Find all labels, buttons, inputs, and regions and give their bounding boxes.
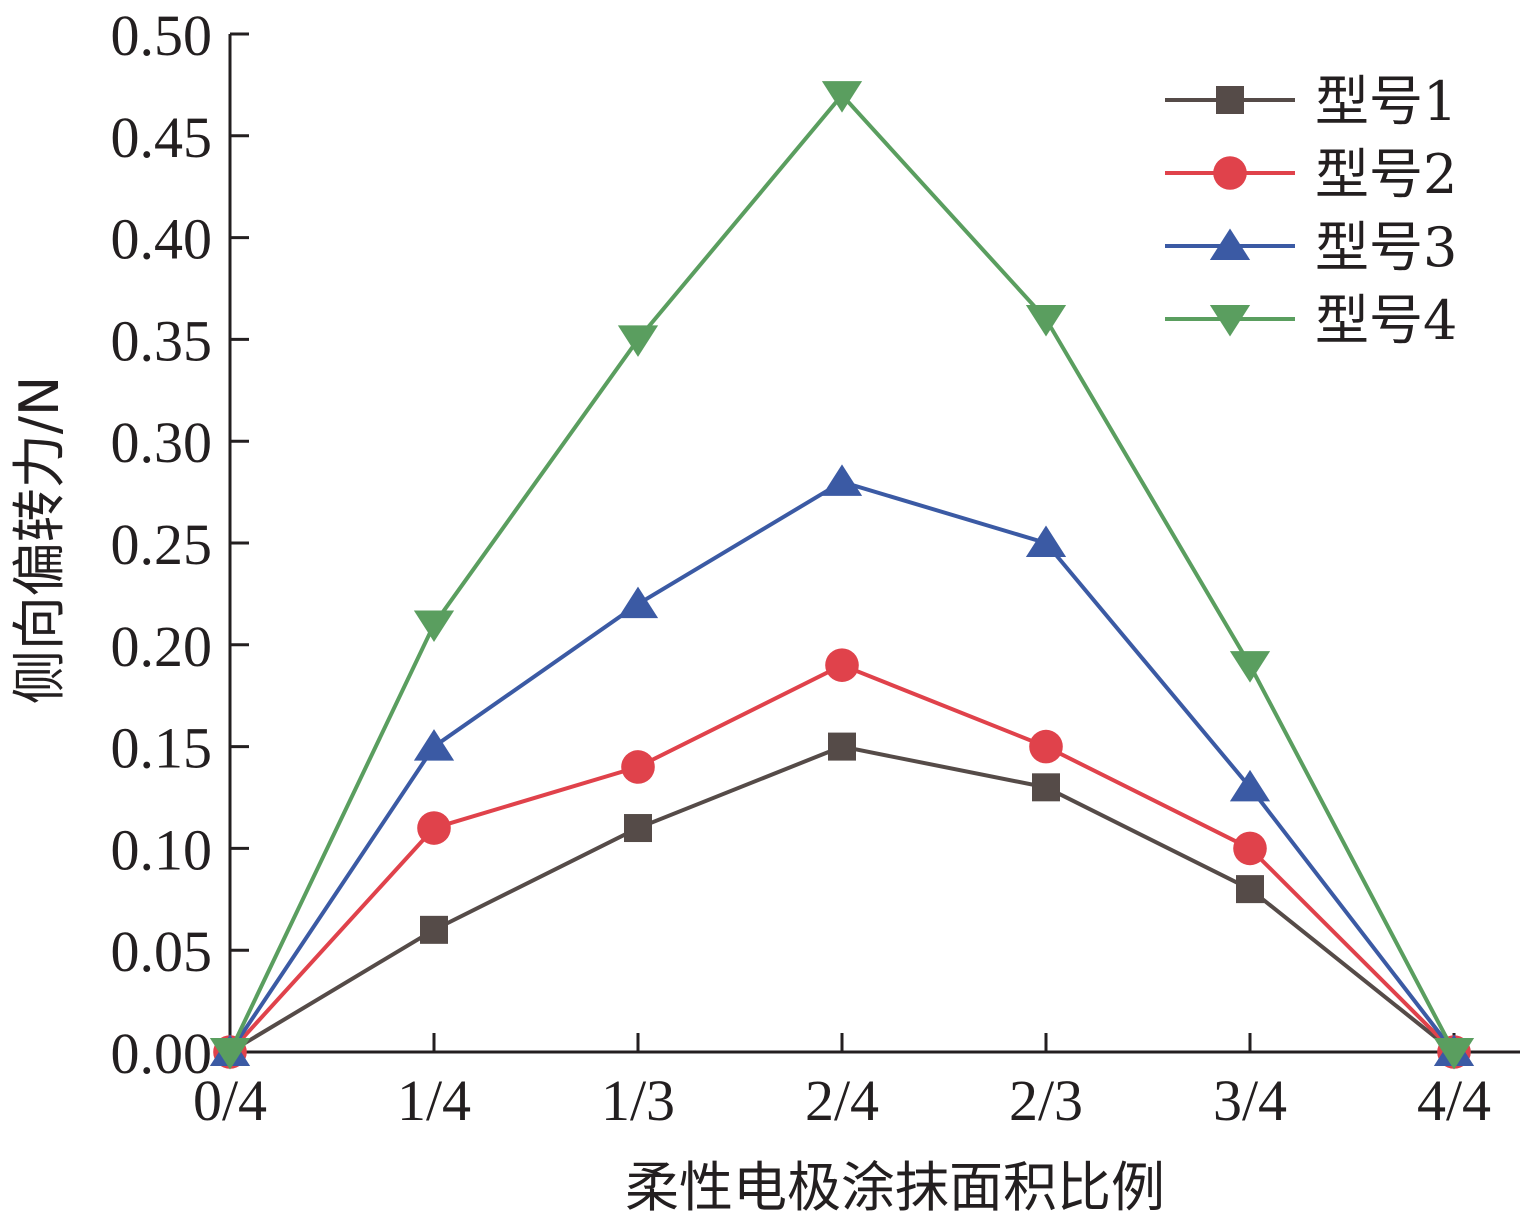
x-tick-label: 2/3 bbox=[1009, 1068, 1083, 1133]
legend-item-2: 型号2 bbox=[1165, 143, 1457, 206]
triangle-up-marker bbox=[821, 464, 863, 496]
circle-marker bbox=[621, 750, 655, 784]
triangle-down-marker bbox=[209, 1038, 251, 1070]
x-tick-label: 0/4 bbox=[193, 1068, 267, 1133]
x-axis-title: 柔性电极涂抹面积比例 bbox=[625, 1156, 1165, 1219]
triangle-up-marker bbox=[1209, 228, 1251, 260]
square-marker bbox=[624, 814, 652, 843]
series-1 bbox=[216, 732, 1468, 1066]
series-line bbox=[228, 662, 1456, 1054]
x-tick-label: 2/4 bbox=[805, 1068, 879, 1133]
y-tick-label: 0.35 bbox=[111, 308, 213, 373]
y-axis-title: 侧向偏转力/N bbox=[8, 376, 71, 705]
series-4 bbox=[209, 81, 1475, 1070]
circle-marker bbox=[417, 811, 451, 845]
x-tick-label: 4/4 bbox=[1417, 1068, 1491, 1133]
square-marker bbox=[420, 915, 448, 944]
legend-item-3: 型号3 bbox=[1165, 216, 1457, 279]
triangle-up-marker bbox=[1229, 769, 1271, 802]
triangle-down-marker bbox=[617, 325, 659, 357]
triangle-down-marker bbox=[1229, 651, 1271, 683]
y-tick-label: 0.20 bbox=[111, 614, 213, 679]
square-marker bbox=[1032, 773, 1060, 802]
series-line bbox=[228, 92, 1456, 1053]
circle-marker bbox=[825, 648, 859, 682]
series-line bbox=[228, 744, 1456, 1054]
square-marker bbox=[1236, 875, 1264, 904]
circle-marker bbox=[1029, 729, 1063, 764]
legend: 型号1 型号2 型号3 型号4 bbox=[1165, 70, 1457, 352]
legend-label: 型号1 bbox=[1315, 70, 1457, 133]
y-tick-label: 0.25 bbox=[111, 512, 213, 577]
legend-item-1: 型号1 bbox=[1165, 70, 1457, 133]
series-2 bbox=[213, 648, 1471, 1069]
axes: 0.00 0.05 0.10 0.15 0.20 0.25 0.30 0.35 0.40 0.45… bbox=[111, 3, 1520, 1133]
y-tick-label: 0.10 bbox=[111, 817, 213, 882]
legend-item-4: 型号4 bbox=[1165, 289, 1457, 352]
legend-label: 型号4 bbox=[1315, 289, 1457, 352]
y-tick-label: 0.40 bbox=[111, 207, 213, 272]
square-marker bbox=[1216, 86, 1244, 114]
circle-marker bbox=[1233, 831, 1267, 866]
series-group bbox=[209, 81, 1475, 1070]
triangle-down-marker bbox=[821, 81, 863, 113]
triangle-down-marker bbox=[1209, 305, 1251, 337]
triangle-up-marker bbox=[1025, 525, 1067, 557]
series-3 bbox=[209, 464, 1475, 1066]
triangle-down-marker bbox=[413, 610, 455, 642]
y-tick-label: 0.15 bbox=[111, 716, 213, 781]
y-tick-label: 0.05 bbox=[111, 919, 213, 984]
y-tick-label: 0.00 bbox=[111, 1021, 213, 1086]
y-tick-label: 0.45 bbox=[111, 105, 213, 170]
triangle-up-marker bbox=[617, 586, 659, 619]
x-tick-label: 1/4 bbox=[397, 1068, 471, 1133]
circle-marker bbox=[1213, 156, 1247, 190]
series-line bbox=[228, 479, 1456, 1054]
legend-label: 型号2 bbox=[1315, 143, 1457, 206]
square-marker bbox=[828, 732, 856, 761]
x-tick-label: 1/3 bbox=[601, 1068, 675, 1133]
triangle-down-marker bbox=[1025, 305, 1067, 337]
y-tick-label: 0.50 bbox=[111, 3, 213, 68]
legend-label: 型号3 bbox=[1315, 216, 1457, 279]
triangle-up-marker bbox=[413, 729, 455, 761]
x-tick-label: 3/4 bbox=[1213, 1068, 1287, 1133]
triangle-down-marker bbox=[1433, 1038, 1475, 1070]
y-tick-label: 0.30 bbox=[111, 410, 213, 475]
